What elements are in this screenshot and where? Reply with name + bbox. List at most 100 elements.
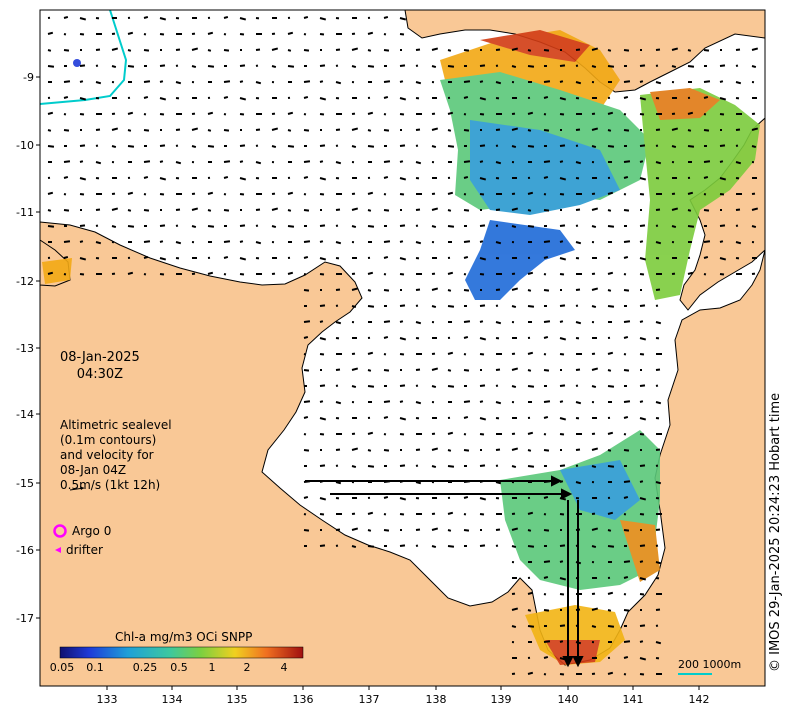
vector-arrow [319,193,325,196]
vector-arrow [543,175,549,179]
vector-arrow [95,128,101,131]
vector-arrow [463,433,467,436]
vector-arrow [383,529,390,532]
vector-arrow [175,224,179,227]
vector-arrow [543,353,547,356]
vector-arrow [447,369,452,372]
vector-arrow [239,273,245,276]
vector-arrow [479,240,484,243]
vector-arrow [559,144,566,147]
vector-arrow [447,271,454,275]
vector-arrow [271,225,277,229]
vector-arrow [447,385,455,388]
vector-arrow [223,95,229,99]
vector-arrow [239,144,246,147]
vector-arrow [607,271,614,275]
vector-arrow [335,481,342,485]
vector-arrow [303,415,309,419]
vector-arrow [543,273,547,276]
lon-tick-label: 139 [491,693,512,706]
vector-arrow [623,289,630,292]
vector-arrow [207,65,215,68]
vector-arrow [623,160,631,163]
vector-arrow [607,209,612,212]
vector-arrow [559,97,567,101]
vector-arrow [639,240,644,243]
vector-arrow [415,384,419,387]
vector-arrow [223,113,227,116]
vector-arrow [639,304,646,307]
vector-arrow [303,353,307,356]
vector-arrow [383,193,387,196]
vector-arrow [367,465,375,468]
vector-arrow [527,209,532,212]
vector-arrow [687,129,692,132]
vector-arrow [463,335,469,339]
vector-arrow [639,384,646,387]
vector-arrow [223,160,231,163]
lat-tick-label: -15 [16,477,34,490]
vector-arrow [527,591,534,595]
vector-arrow [703,193,707,196]
vector-arrow [207,31,214,35]
vector-arrow [479,320,484,323]
vector-arrow [735,208,741,211]
vector-arrow [63,33,67,36]
vector-arrow [511,145,517,149]
vector-arrow [751,207,759,211]
lon-tick-label: 134 [162,693,183,706]
vector-arrow [559,273,565,276]
vector-arrow [303,193,307,196]
vector-arrow [111,145,117,149]
vector-arrow [623,433,627,436]
vector-arrow [543,160,551,163]
vector-arrow [479,544,486,547]
vector-arrow [735,64,739,67]
vector-arrow [527,191,534,195]
vector-arrow [559,673,565,676]
vector-arrow [431,465,437,469]
vector-arrow [719,193,725,196]
vector-arrow [319,417,327,421]
vector-arrow [351,447,359,451]
vector-arrow [575,161,582,165]
vector-arrow [367,545,375,548]
vector-arrow [463,320,471,323]
vector-arrow [639,560,644,563]
vector-arrow [431,65,437,69]
vector-arrow [479,64,486,67]
vector-arrow [303,175,309,179]
vector-arrow [559,337,567,341]
vector-arrow [463,289,470,292]
vector-arrow [63,129,70,132]
vector-arrow [95,224,99,227]
vector-arrow [47,271,54,275]
vector-arrow [399,353,405,356]
vector-arrow [639,640,644,643]
vector-arrow [63,193,67,196]
vector-arrow [63,113,67,116]
vector-arrow [351,367,359,371]
vector-arrow [143,15,149,19]
vector-arrow [367,351,374,355]
vector-arrow [207,145,215,148]
vector-arrow [623,80,631,83]
vector-arrow [351,305,357,309]
vector-arrow [527,385,535,388]
vector-arrow [271,47,279,51]
vector-arrow [351,65,357,69]
vector-arrow [687,225,695,228]
vector-arrow [399,97,407,101]
vector-arrow [591,447,599,451]
vector-arrow [207,49,212,52]
velocity-vectors [47,15,759,676]
vector-arrow [239,33,245,36]
vector-arrow [79,177,87,181]
vector-arrow [463,113,467,116]
vector-arrow [431,207,439,211]
vector-arrow [751,145,757,149]
vector-arrow [207,129,212,132]
vector-arrow [511,127,519,131]
vector-arrow [415,464,419,467]
vector-arrow [639,113,645,116]
